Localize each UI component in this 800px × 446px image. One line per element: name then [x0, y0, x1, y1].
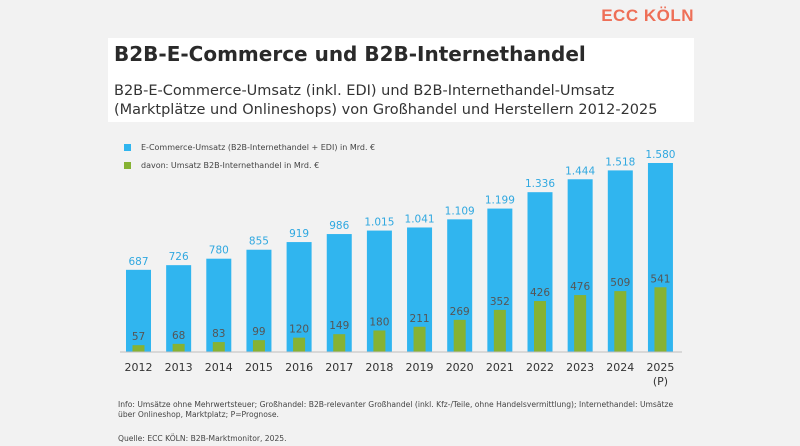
legend-item-ecommerce: E-Commerce-Umsatz (B2B-Internethandel + …	[124, 141, 375, 153]
legend-swatch-internethandel	[124, 161, 131, 169]
bar-internethandel-2024	[614, 291, 627, 352]
label-internethandel-2018: 180	[369, 316, 389, 328]
title-box: B2B-E-Commerce und B2B-Internethandel B2…	[108, 38, 694, 122]
bar-internethandel-2013	[172, 343, 185, 352]
x-tick-2025: 2025	[646, 361, 674, 374]
bar-ecommerce-2014	[206, 258, 232, 352]
label-ecommerce-2019: 1.041	[405, 213, 435, 225]
bar-internethandel-2018	[373, 330, 386, 352]
x-tick-2019: 2019	[406, 361, 434, 374]
footnote: Info: Umsätze ohne Mehrwertsteuer; Großh…	[118, 400, 674, 419]
ecc-logo: ECC KÖLN	[601, 6, 694, 25]
label-ecommerce-2022: 1.336	[525, 178, 555, 190]
label-ecommerce-2012: 687	[128, 256, 148, 268]
chart-subtitle: B2B-E-Commerce-Umsatz (inkl. EDI) und B2…	[114, 83, 658, 118]
label-ecommerce-2021: 1.199	[485, 195, 515, 207]
x-tick-2023: 2023	[566, 361, 594, 374]
x-tick-2018: 2018	[365, 361, 393, 374]
bar-internethandel-2017	[333, 334, 346, 352]
bar-internethandel-2020	[453, 319, 466, 352]
bar-ecommerce-2015	[246, 249, 272, 352]
label-ecommerce-2018: 1.015	[364, 217, 394, 229]
legend-item-internethandel: davon: Umsatz B2B-Internethandel in Mrd.…	[124, 159, 375, 171]
x-tick-2012: 2012	[125, 361, 153, 374]
label-ecommerce-2020: 1.109	[445, 205, 475, 217]
bar-internethandel-2025	[654, 287, 667, 352]
label-internethandel-2025: 541	[650, 273, 670, 285]
bar-internethandel-2015	[252, 340, 265, 352]
source-note: Quelle: ECC KÖLN: B2B-Marktmonitor, 2025…	[118, 434, 287, 443]
bar-ecommerce-2013	[166, 265, 192, 352]
label-ecommerce-2024: 1.518	[605, 156, 635, 168]
label-ecommerce-2017: 986	[329, 220, 349, 232]
label-internethandel-2024: 509	[610, 277, 630, 289]
label-internethandel-2014: 83	[212, 328, 225, 340]
legend: E-Commerce-Umsatz (B2B-Internethandel + …	[124, 141, 375, 177]
x-tick-2013: 2013	[165, 361, 193, 374]
label-internethandel-2019: 211	[410, 313, 430, 325]
label-internethandel-2017: 149	[329, 320, 349, 332]
label-ecommerce-2016: 919	[289, 228, 309, 240]
legend-label-internethandel: davon: Umsatz B2B-Internethandel in Mrd.…	[141, 160, 320, 170]
label-internethandel-2015: 99	[252, 326, 265, 338]
x-tick-2024: 2024	[606, 361, 634, 374]
bar-internethandel-2022	[534, 301, 546, 352]
x-tick-2016: 2016	[285, 361, 313, 374]
bar-ecommerce-2016	[286, 242, 312, 352]
chart-title: B2B-E-Commerce und B2B-Internethandel	[114, 42, 586, 66]
x-tick-2015: 2015	[245, 361, 273, 374]
label-ecommerce-2013: 726	[169, 251, 189, 263]
label-ecommerce-2023: 1.444	[565, 165, 595, 177]
label-internethandel-2013: 68	[172, 330, 185, 342]
bar-ecommerce-2012	[126, 269, 151, 352]
x-tick-sublabel-2025: (P)	[653, 375, 668, 388]
bar-ecommerce-2017	[326, 234, 352, 352]
bar-internethandel-2016	[293, 337, 306, 352]
bar-internethandel-2021	[493, 309, 506, 352]
x-tick-2022: 2022	[526, 361, 554, 374]
label-ecommerce-2025: 1.580	[645, 149, 675, 161]
label-internethandel-2021: 352	[490, 296, 510, 308]
label-internethandel-2022: 426	[530, 287, 550, 299]
x-tick-2017: 2017	[325, 361, 353, 374]
label-internethandel-2012: 57	[132, 331, 145, 343]
label-internethandel-2023: 476	[570, 281, 590, 293]
label-internethandel-2016: 120	[289, 324, 309, 336]
bar-internethandel-2014	[212, 342, 225, 352]
bar-chart: 687 57 2012 726 68 2013 780 83 2014 855 99 2015 919 1…	[120, 149, 682, 388]
x-tick-2014: 2014	[205, 361, 233, 374]
label-ecommerce-2014: 780	[209, 245, 229, 257]
bar-internethandel-2019	[413, 326, 426, 352]
legend-label-ecommerce: E-Commerce-Umsatz (B2B-Internethandel + …	[141, 142, 376, 152]
bar-internethandel-2023	[574, 295, 587, 352]
x-tick-2021: 2021	[486, 361, 514, 374]
label-internethandel-2020: 269	[450, 306, 470, 318]
label-ecommerce-2015: 855	[249, 236, 269, 248]
x-tick-2020: 2020	[446, 361, 474, 374]
legend-swatch-ecommerce	[124, 143, 131, 151]
bar-internethandel-2012	[132, 345, 145, 352]
